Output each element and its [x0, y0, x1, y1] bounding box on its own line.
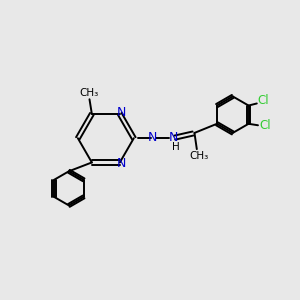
Text: N: N — [169, 131, 178, 144]
Text: H: H — [172, 142, 180, 152]
Text: Cl: Cl — [259, 119, 271, 132]
Text: N: N — [117, 106, 126, 119]
Text: N: N — [117, 158, 126, 170]
Text: N: N — [147, 131, 157, 144]
Text: CH₃: CH₃ — [189, 151, 208, 161]
Text: CH₃: CH₃ — [80, 88, 99, 98]
Text: Cl: Cl — [258, 94, 269, 107]
